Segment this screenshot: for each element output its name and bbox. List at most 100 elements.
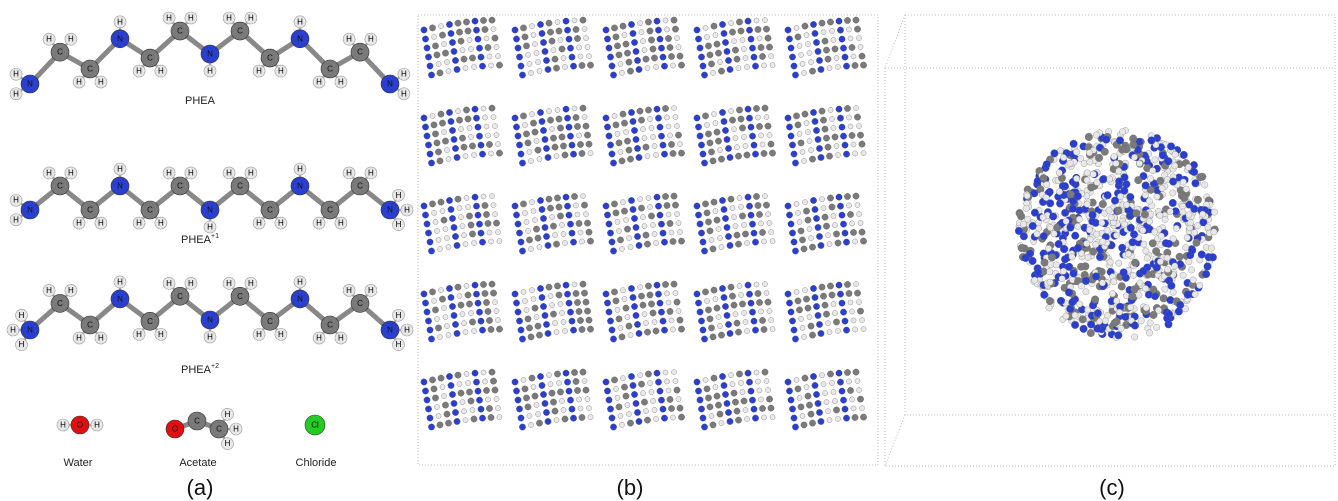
atom xyxy=(643,144,649,150)
atom-label: C xyxy=(237,27,243,36)
atom xyxy=(489,369,495,375)
atom xyxy=(622,32,627,37)
atom xyxy=(569,230,575,236)
molecule-name: PHEA xyxy=(185,95,216,107)
atom xyxy=(676,44,681,49)
atom xyxy=(428,248,434,254)
atom xyxy=(522,210,527,215)
atom xyxy=(519,336,525,342)
atom xyxy=(465,292,471,298)
atom xyxy=(805,217,811,223)
atom xyxy=(572,18,577,23)
atom xyxy=(698,318,704,324)
atom xyxy=(627,156,633,162)
atom xyxy=(1185,164,1191,170)
atom xyxy=(801,158,806,163)
atom xyxy=(859,53,865,59)
atom xyxy=(540,127,546,133)
atom xyxy=(579,150,585,156)
atom xyxy=(567,309,573,315)
atom xyxy=(1116,168,1122,174)
atom-label: N xyxy=(27,326,33,335)
atom xyxy=(448,30,454,36)
atom xyxy=(454,242,460,248)
atom xyxy=(534,402,539,407)
atom xyxy=(485,133,490,138)
atom xyxy=(785,203,791,209)
atom xyxy=(831,37,836,42)
atom xyxy=(472,282,478,288)
atom xyxy=(821,206,826,211)
atom xyxy=(640,391,645,396)
atom xyxy=(700,239,706,245)
atom xyxy=(742,231,748,237)
atom xyxy=(628,332,633,337)
atom xyxy=(729,117,735,123)
atom xyxy=(615,395,620,400)
atom xyxy=(648,213,654,219)
atom xyxy=(1048,254,1056,262)
atom xyxy=(1111,197,1119,205)
atom xyxy=(537,109,543,115)
atom xyxy=(853,369,859,375)
atom xyxy=(786,388,792,394)
atom xyxy=(818,154,824,160)
atom xyxy=(657,300,663,306)
atom xyxy=(559,310,564,315)
atom xyxy=(619,422,624,427)
atom xyxy=(1040,291,1048,299)
atom xyxy=(703,25,708,30)
atom xyxy=(724,224,730,230)
atom xyxy=(666,388,671,393)
atom xyxy=(837,115,843,121)
atom xyxy=(531,208,536,213)
atom xyxy=(540,39,546,45)
atom xyxy=(529,375,535,381)
atom xyxy=(535,235,541,241)
atom xyxy=(698,142,704,148)
atom xyxy=(457,206,462,211)
atom xyxy=(607,142,613,148)
atom xyxy=(563,194,569,200)
atom xyxy=(573,114,579,120)
atom xyxy=(801,246,807,252)
atom xyxy=(644,329,650,335)
atom xyxy=(648,37,654,43)
atom xyxy=(639,30,644,35)
atom xyxy=(795,298,801,304)
atom xyxy=(479,327,485,333)
atom xyxy=(559,222,564,227)
atom xyxy=(727,330,733,336)
atom xyxy=(745,194,751,200)
atom xyxy=(1136,160,1142,166)
atom xyxy=(728,21,733,26)
atom xyxy=(668,405,674,411)
atom xyxy=(439,120,445,126)
atom xyxy=(478,54,484,60)
crystal xyxy=(694,281,775,342)
atom xyxy=(1187,219,1193,225)
atom-label: H xyxy=(76,219,82,228)
atom xyxy=(671,105,676,110)
atom xyxy=(740,37,745,42)
atom xyxy=(463,66,468,71)
atom xyxy=(488,151,493,156)
atom xyxy=(1070,140,1078,148)
atom xyxy=(719,373,725,379)
atom xyxy=(636,154,642,160)
atom xyxy=(455,196,461,202)
atom xyxy=(479,151,485,157)
atom xyxy=(621,120,627,126)
atom xyxy=(807,226,812,231)
atom xyxy=(734,408,740,414)
atom xyxy=(1155,307,1161,313)
atom xyxy=(1063,218,1069,224)
atom-label: H xyxy=(188,279,194,288)
atom xyxy=(1084,177,1090,183)
atom xyxy=(515,133,521,139)
atom xyxy=(512,27,518,33)
atom xyxy=(762,369,768,375)
atom xyxy=(1162,286,1168,292)
atom xyxy=(1118,244,1126,252)
atom xyxy=(527,413,532,418)
